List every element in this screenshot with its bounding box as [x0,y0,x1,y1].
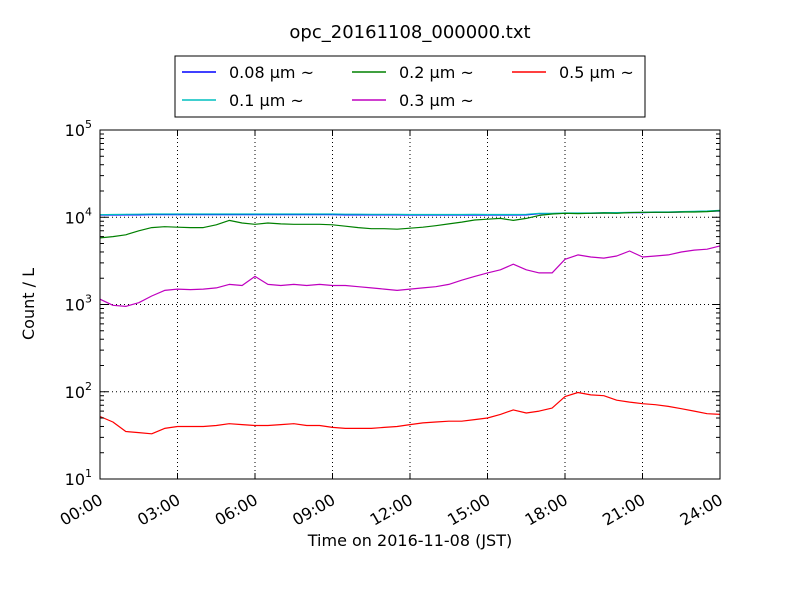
series-group [99,209,721,435]
series-line-1 [99,209,721,216]
series-line-3 [99,245,721,307]
legend: 0.08 μm ~ 0.1 μm ~ 0.2 μm ~ 0.3 μm ~ 0.5 μm … [174,55,646,118]
ticks [99,129,721,480]
x-tick-labels: 00:00 03:00 06:00 09:00 12:00 15:00 18:00 21:00… [57,490,726,530]
y-axis-label: Count / L [19,268,38,340]
y-tick-label: 104 [65,205,92,227]
legend-label: 0.08 μm ~ [229,63,314,82]
x-tick-label: 18:00 [522,490,571,530]
legend-label: 0.1 μm ~ [229,91,304,110]
x-tick-label: 03:00 [134,490,183,530]
x-tick-label: 06:00 [212,490,261,530]
legend-label: 0.3 μm ~ [399,91,474,110]
x-tick-label: 12:00 [367,490,416,530]
legend-box [174,55,646,118]
y-tick-label: 102 [65,380,92,402]
x-tick-label: 09:00 [289,490,338,530]
x-tick-label: 21:00 [599,490,648,530]
series-line-2 [99,210,721,239]
x-tick-label: 24:00 [677,490,726,530]
y-tick-label: 105 [65,118,92,140]
y-tick-label: 103 [65,293,92,315]
x-tick-label: 15:00 [444,490,493,530]
y-tick-labels: 101 102 103 104 105 [65,118,92,489]
series-line-4 [99,391,721,435]
grid [100,130,720,479]
x-axis-label: Time on 2016-11-08 (JST) [307,531,512,550]
y-tick-label: 101 [65,467,92,489]
legend-label: 0.2 μm ~ [399,63,474,82]
legend-label: 0.5 μm ~ [559,63,634,82]
chart-title: opc_20161108_000000.txt [289,22,530,43]
x-tick-label: 00:00 [57,490,106,530]
